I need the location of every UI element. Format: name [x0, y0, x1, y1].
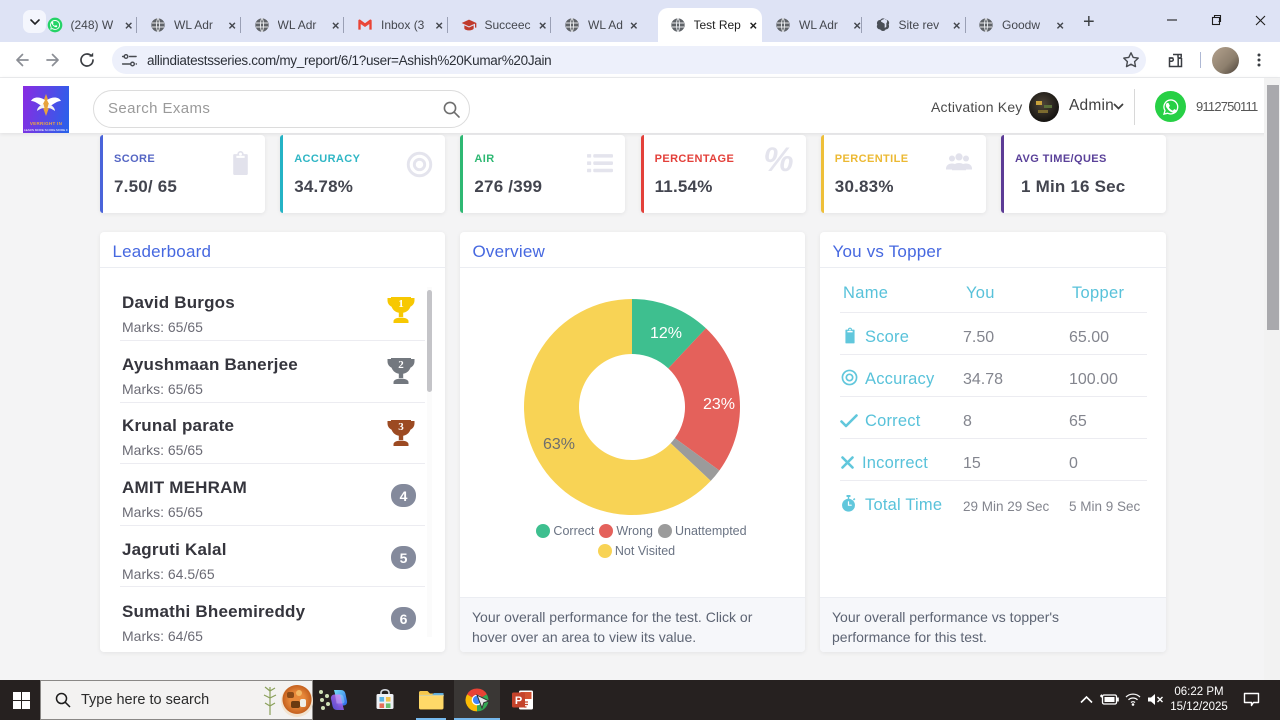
svg-text:63%: 63%	[543, 436, 575, 453]
svg-text:1: 1	[398, 298, 404, 310]
svg-text:3: 3	[398, 421, 404, 433]
svg-text:P: P	[515, 695, 522, 707]
svg-text:12%: 12%	[650, 325, 682, 342]
svg-text:2: 2	[398, 359, 404, 371]
svg-text:23%: 23%	[703, 396, 735, 413]
